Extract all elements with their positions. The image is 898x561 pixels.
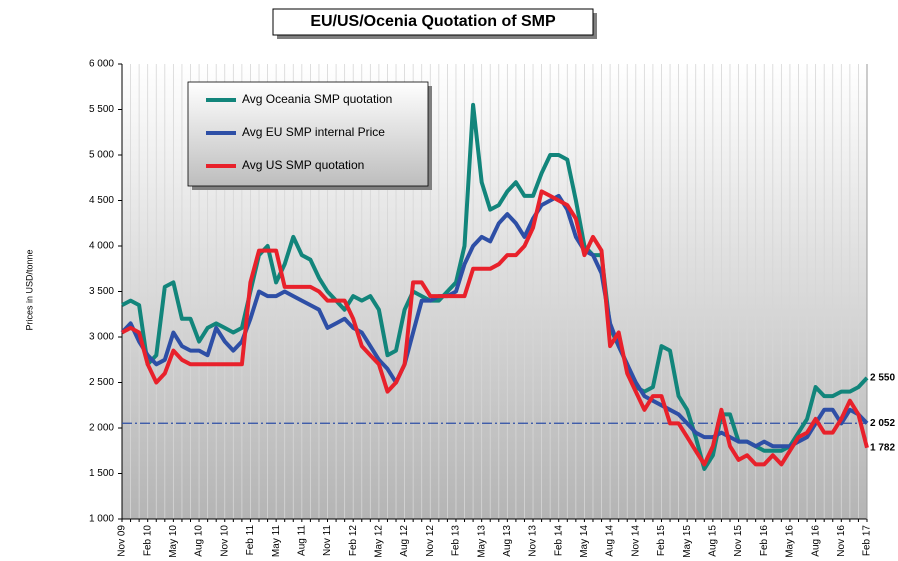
y-tick-label: 3 500 <box>89 286 114 297</box>
x-tick-label: Nov 14 <box>630 525 641 557</box>
x-tick-label: Aug 15 <box>708 525 719 557</box>
x-tick-label: Nov 09 <box>117 525 128 557</box>
x-tick-label: Feb 11 <box>245 525 256 556</box>
y-tick-label: 4 500 <box>89 195 114 206</box>
x-tick-label: Nov 16 <box>836 525 847 557</box>
y-tick-label: 2 000 <box>89 423 114 434</box>
series-line <box>121 189 869 467</box>
x-tick-label: May 13 <box>476 525 487 558</box>
x-tick-label: Nov 13 <box>528 525 539 557</box>
x-tick-label: May 14 <box>579 525 590 558</box>
x-tick-label: Feb 14 <box>553 525 564 557</box>
y-axis-label: Prices in USD/tonne <box>24 249 34 330</box>
x-tick-label: May 12 <box>374 525 385 558</box>
x-tick-label: Feb 10 <box>142 525 153 557</box>
end-label: 2 052 <box>870 418 895 429</box>
y-tick-label: 1 500 <box>89 468 114 479</box>
x-tick-label: Feb 15 <box>656 525 667 557</box>
legend-label: Avg EU SMP internal Price <box>242 125 385 139</box>
y-tick-label: 6 000 <box>89 59 114 70</box>
legend-label: Avg US SMP quotation <box>242 158 364 172</box>
legend-label: Avg Oceania SMP quotation <box>242 92 392 106</box>
x-tick-label: Aug 13 <box>502 525 513 557</box>
x-tick-label: Nov 12 <box>425 525 436 557</box>
y-tick-label: 1 000 <box>89 514 114 525</box>
x-tick-label: Aug 14 <box>605 525 616 557</box>
y-tick-label: 3 000 <box>89 332 114 343</box>
x-tick-label: May 16 <box>785 525 796 558</box>
chart-title: EU/US/Ocenia Quotation of SMP <box>310 13 556 30</box>
y-tick-label: 5 500 <box>89 104 114 115</box>
x-tick-label: Aug 10 <box>194 525 205 557</box>
y-tick-label: 4 000 <box>89 241 114 252</box>
end-label: 1 782 <box>870 442 895 453</box>
y-tick-label: 2 500 <box>89 377 114 388</box>
end-label: 2 550 <box>870 373 895 384</box>
y-tick-label: 5 000 <box>89 150 114 161</box>
x-tick-label: May 11 <box>271 525 282 557</box>
x-tick-label: Feb 17 <box>862 525 873 557</box>
x-tick-label: Nov 15 <box>733 525 744 557</box>
x-tick-label: Feb 13 <box>451 525 462 557</box>
x-tick-label: May 10 <box>168 525 179 558</box>
x-tick-label: Aug 12 <box>399 525 410 557</box>
x-tick-label: Aug 16 <box>810 525 821 557</box>
x-tick-label: Nov 11 <box>322 525 333 556</box>
x-tick-label: Feb 16 <box>759 525 770 557</box>
x-tick-label: Aug 11 <box>296 525 307 556</box>
x-tick-label: May 15 <box>682 525 693 558</box>
x-tick-label: Feb 12 <box>348 525 359 557</box>
title-box <box>272 8 594 36</box>
x-tick-label: Nov 10 <box>219 525 230 557</box>
